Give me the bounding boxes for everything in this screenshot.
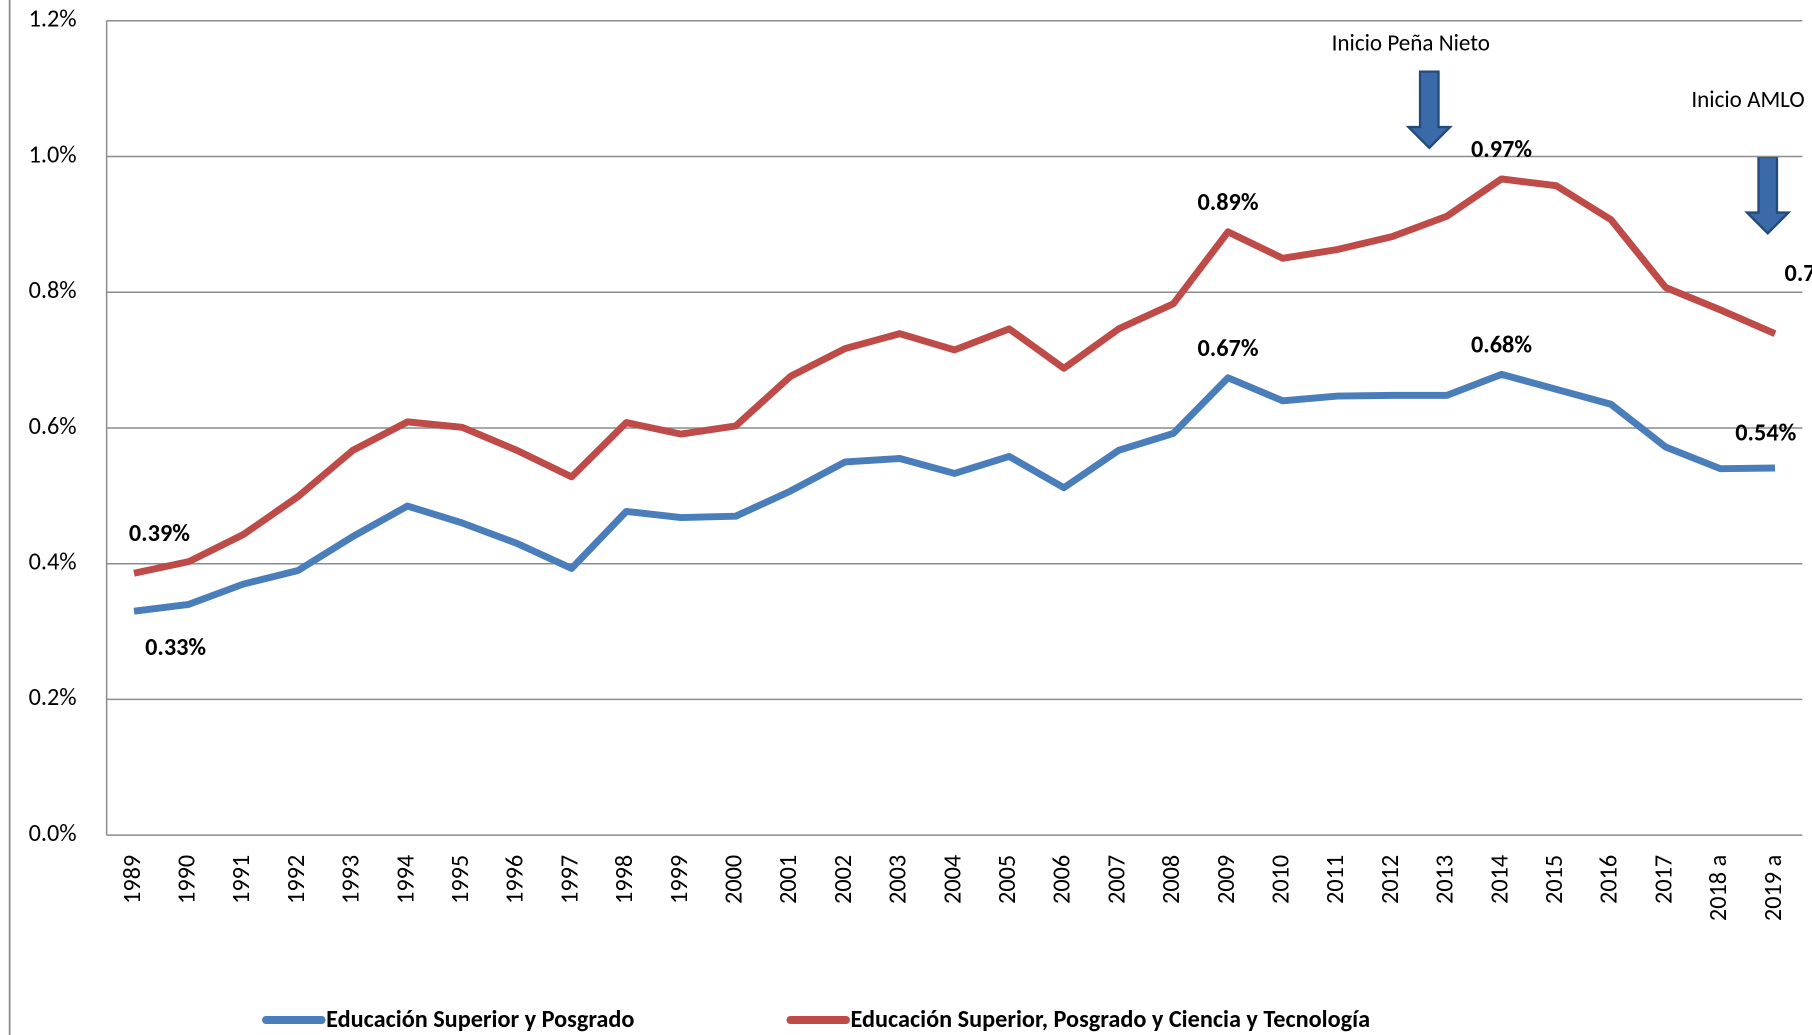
x-tick-label: 1995 xyxy=(445,855,475,904)
x-tick-label: 2006 xyxy=(1047,855,1077,904)
data-label: 0.89% xyxy=(1198,187,1259,217)
x-tick-label: 2009 xyxy=(1211,855,1241,904)
arrow xyxy=(1405,70,1453,150)
data-label: 0.77% xyxy=(1785,258,1812,288)
x-tick-label: 1992 xyxy=(281,855,311,904)
data-label: 0.97% xyxy=(1471,134,1532,164)
x-tick-label: 1990 xyxy=(171,855,201,904)
x-tick-label: 2008 xyxy=(1156,855,1186,904)
x-tick-label: 2016 xyxy=(1594,855,1624,904)
x-tick-label: 1994 xyxy=(390,855,420,904)
data-label: 0.67% xyxy=(1198,333,1259,363)
y-tick-label: 1.2% xyxy=(29,4,77,34)
x-tick-label: 2004 xyxy=(937,855,967,904)
y-tick-label: 0.0% xyxy=(29,818,77,848)
x-tick-label: 2012 xyxy=(1375,855,1405,904)
x-tick-label: 2014 xyxy=(1484,855,1514,904)
legend-label: Educación Superior, Posgrado y Ciencia y… xyxy=(851,1004,1371,1034)
x-tick-label: 2017 xyxy=(1648,855,1678,904)
x-tick-label: 1996 xyxy=(500,855,530,904)
x-tick-label: 1997 xyxy=(554,855,584,904)
y-tick-label: 0.8% xyxy=(29,275,77,305)
x-tick-label: 2010 xyxy=(1266,855,1296,904)
x-tick-label: 1991 xyxy=(226,855,256,904)
annotation: Inicio Peña Nieto xyxy=(1332,30,1490,58)
x-tick-label: 2011 xyxy=(1320,855,1350,904)
x-tick-label: 1989 xyxy=(117,855,147,904)
data-label: 0.54% xyxy=(1735,417,1796,447)
x-tick-label: 2003 xyxy=(883,855,913,904)
y-tick-label: 1.0% xyxy=(29,139,77,169)
x-tick-label: 2018 a xyxy=(1703,855,1733,921)
y-tick-label: 0.2% xyxy=(29,682,77,712)
x-tick-label: 2002 xyxy=(828,855,858,904)
arrow xyxy=(1744,155,1792,235)
y-tick-label: 0.6% xyxy=(29,411,77,441)
data-label: 0.33% xyxy=(145,632,206,662)
y-tick-label: 0.4% xyxy=(29,547,77,577)
annotation: Inicio AMLO xyxy=(1691,86,1804,114)
x-tick-label: 2007 xyxy=(1101,855,1131,904)
x-tick-label: 2015 xyxy=(1539,855,1569,904)
x-tick-label: 2013 xyxy=(1430,855,1460,904)
x-tick-label: 2005 xyxy=(992,855,1022,904)
data-label: 0.39% xyxy=(129,518,190,548)
legend-label: Educación Superior y Posgrado xyxy=(326,1004,634,1034)
x-tick-label: 2001 xyxy=(773,855,803,904)
x-tick-label: 2019 a xyxy=(1758,855,1788,921)
series-line xyxy=(133,175,1777,577)
annotation-arrows xyxy=(1405,70,1792,235)
x-tick-label: 1993 xyxy=(336,855,366,904)
series-line xyxy=(133,370,1776,615)
x-tick-label: 1999 xyxy=(664,855,694,904)
x-tick-label: 1998 xyxy=(609,855,639,904)
x-tick-label: 2000 xyxy=(719,855,749,904)
data-label: 0.68% xyxy=(1471,330,1532,360)
